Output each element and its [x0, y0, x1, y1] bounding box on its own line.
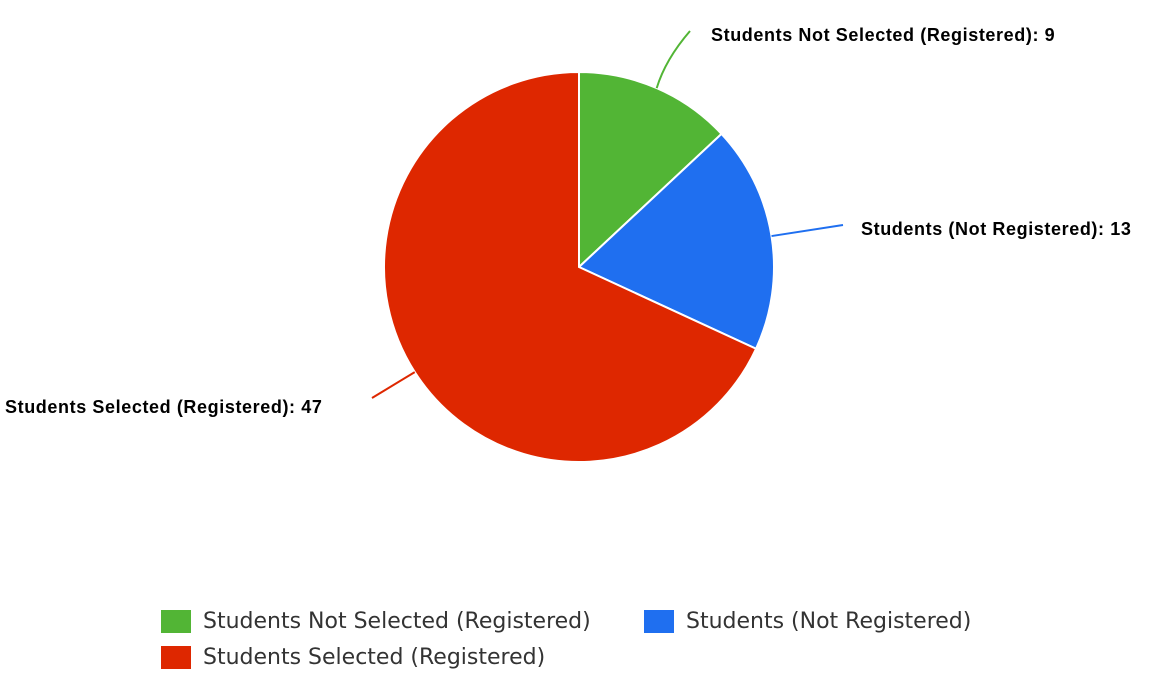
leader-line-selected: [371, 371, 416, 399]
legend-item-not-registered[interactable]: Students (Not Registered): [644, 609, 971, 634]
leader-lines: [371, 30, 844, 399]
data-label-not-registered: Students (Not Registered): 13: [861, 219, 1131, 239]
legend-label-selected: Students Selected (Registered): [203, 645, 546, 670]
legend-swatch-selected: [161, 646, 191, 669]
legend-item-selected[interactable]: Students Selected (Registered): [161, 645, 545, 670]
legend-swatch-not-registered: [644, 610, 674, 633]
legend-item-not-selected[interactable]: Students Not Selected (Registered): [161, 609, 591, 634]
leader-line-not-registered: [771, 224, 844, 238]
legend-swatch-not-selected: [161, 610, 191, 633]
legend-label-not-selected: Students Not Selected (Registered): [203, 609, 591, 634]
data-label-selected: Students Selected (Registered): 47: [5, 397, 322, 417]
data-labels: Students Not Selected (Registered): 9 Stu…: [5, 25, 1131, 417]
pie-slice-not-registered[interactable]: [577, 132, 775, 351]
leader-line-not-selected: [655, 30, 691, 89]
pie-slices: [383, 70, 775, 463]
data-label-not-selected: Students Not Selected (Registered): 9: [711, 25, 1055, 45]
legend-label-not-registered: Students (Not Registered): [686, 609, 972, 634]
